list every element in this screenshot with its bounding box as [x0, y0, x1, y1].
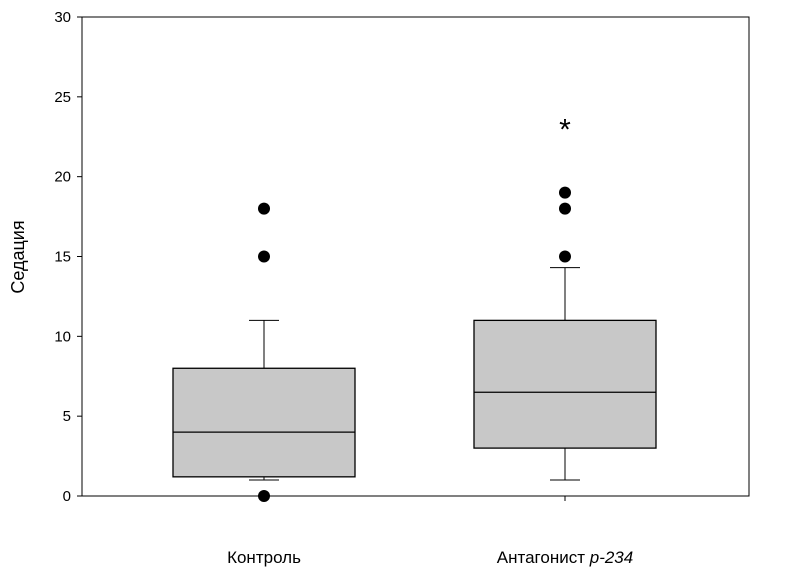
y-tick-label: 5: [63, 408, 71, 425]
annotations: *: [559, 114, 571, 147]
y-tick-label: 25: [54, 89, 71, 106]
y-tick-label: 15: [54, 249, 71, 266]
outlier-point: [258, 490, 270, 502]
box-group: [473, 186, 657, 481]
y-axis-title: Седация: [8, 220, 28, 293]
y-tick-label: 0: [63, 488, 71, 505]
y-tick-label: 10: [54, 328, 71, 345]
x-category-label: Контроль: [227, 548, 301, 567]
boxes: [172, 186, 657, 502]
outlier-point: [559, 202, 571, 215]
significance-marker: *: [559, 114, 571, 147]
x-axis: Контроль Антагонист p-234: [227, 496, 633, 567]
outlier-point: [258, 202, 270, 215]
x-category-label: Антагонист p-234: [497, 548, 633, 567]
outlier-point: [559, 250, 571, 263]
y-axis: 0 5 10 15 20 25 30: [54, 9, 82, 505]
box-group: [172, 202, 356, 502]
y-tick-label: 20: [54, 169, 71, 186]
iqr-box: [473, 319, 657, 449]
outlier-point: [258, 250, 270, 263]
y-tick-label: 30: [54, 9, 71, 26]
iqr-box: [172, 367, 356, 478]
outlier-point: [559, 186, 571, 199]
